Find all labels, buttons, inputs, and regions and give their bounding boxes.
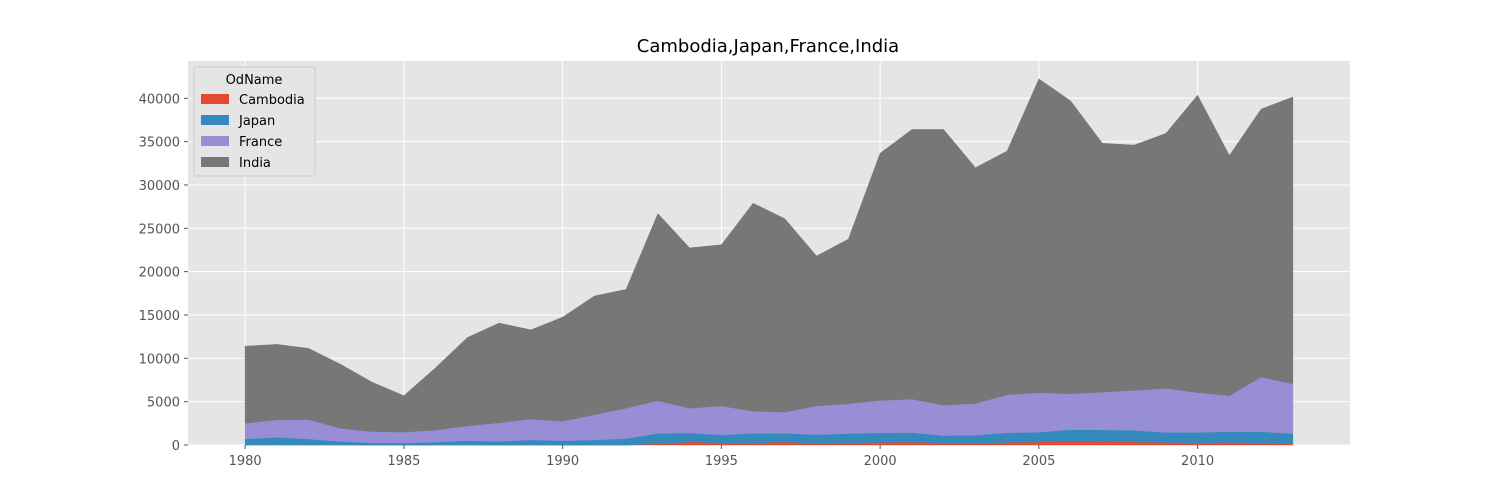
legend-label-india: India bbox=[239, 156, 271, 171]
y-tick-label: 35000 bbox=[139, 136, 180, 151]
legend-swatch-india bbox=[201, 157, 229, 167]
y-tick-label: 40000 bbox=[139, 92, 180, 107]
y-tick-label: 25000 bbox=[139, 222, 180, 237]
chart-title: Cambodia,Japan,France,India bbox=[637, 36, 899, 57]
legend-label-cambodia: Cambodia bbox=[239, 93, 305, 108]
x-tick-label: 2005 bbox=[1022, 454, 1055, 469]
y-tick-label: 20000 bbox=[139, 266, 180, 281]
x-tick-label: 2010 bbox=[1181, 454, 1214, 469]
y-tick-label: 10000 bbox=[139, 352, 180, 367]
x-tick-label: 1980 bbox=[229, 454, 262, 469]
area-series bbox=[244, 78, 1294, 446]
y-tick-label: 15000 bbox=[139, 309, 180, 324]
x-tick-label: 1985 bbox=[387, 454, 420, 469]
legend: OdName Cambodia Japan France India bbox=[193, 66, 316, 177]
y-tick-label: 0 bbox=[172, 439, 180, 454]
legend-title: OdName bbox=[226, 73, 283, 88]
legend-label-japan: Japan bbox=[238, 114, 275, 129]
x-axis: 1980 1985 1990 1995 2000 2005 2010 bbox=[229, 445, 1214, 469]
y-axis: 0 5000 10000 15000 20000 25000 30000 35000 40000 bbox=[139, 92, 188, 454]
y-tick-label: 30000 bbox=[139, 179, 180, 194]
area-india bbox=[244, 78, 1294, 433]
legend-swatch-japan bbox=[201, 115, 229, 125]
legend-label-france: France bbox=[239, 135, 282, 150]
legend-swatch-france bbox=[201, 136, 229, 146]
y-tick-label: 5000 bbox=[147, 396, 180, 411]
x-tick-label: 1995 bbox=[705, 454, 738, 469]
x-tick-label: 1990 bbox=[546, 454, 579, 469]
legend-swatch-cambodia bbox=[201, 94, 229, 104]
x-tick-label: 2000 bbox=[864, 454, 897, 469]
